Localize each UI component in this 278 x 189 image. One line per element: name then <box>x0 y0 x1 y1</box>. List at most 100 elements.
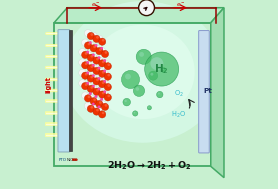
Circle shape <box>101 103 109 110</box>
Circle shape <box>104 73 111 80</box>
Circle shape <box>81 82 89 90</box>
Text: NiO: NiO <box>66 158 74 162</box>
Circle shape <box>86 82 89 84</box>
Polygon shape <box>44 0 234 189</box>
Circle shape <box>107 84 110 87</box>
Circle shape <box>139 0 155 16</box>
Circle shape <box>96 57 103 64</box>
Text: Pt: Pt <box>203 88 212 94</box>
Circle shape <box>101 91 109 98</box>
Circle shape <box>107 63 110 66</box>
Circle shape <box>104 83 111 91</box>
Ellipse shape <box>91 25 195 119</box>
Circle shape <box>86 71 89 74</box>
Circle shape <box>98 77 100 80</box>
Circle shape <box>102 81 105 84</box>
Circle shape <box>133 111 138 116</box>
Circle shape <box>93 88 100 95</box>
Circle shape <box>99 48 106 55</box>
Circle shape <box>85 82 91 90</box>
Circle shape <box>107 94 110 97</box>
Circle shape <box>79 80 86 87</box>
Ellipse shape <box>63 1 223 143</box>
Circle shape <box>75 159 78 161</box>
Circle shape <box>99 48 102 51</box>
Circle shape <box>102 71 105 74</box>
Circle shape <box>92 54 95 56</box>
Circle shape <box>96 89 99 92</box>
Circle shape <box>87 75 95 82</box>
Circle shape <box>125 74 131 79</box>
Circle shape <box>90 85 97 92</box>
Text: e$^-$: e$^-$ <box>176 1 185 9</box>
Circle shape <box>105 104 107 107</box>
Circle shape <box>90 76 93 78</box>
Circle shape <box>149 71 158 80</box>
Circle shape <box>87 54 95 61</box>
Circle shape <box>85 102 91 109</box>
Circle shape <box>96 88 103 95</box>
Circle shape <box>87 42 95 49</box>
Circle shape <box>93 108 100 115</box>
Circle shape <box>103 80 106 83</box>
Circle shape <box>90 75 97 82</box>
Circle shape <box>104 63 111 70</box>
Circle shape <box>92 74 95 77</box>
Circle shape <box>81 92 89 99</box>
Circle shape <box>86 61 89 64</box>
Circle shape <box>79 59 86 66</box>
Circle shape <box>99 81 106 88</box>
Circle shape <box>85 62 88 65</box>
Circle shape <box>102 39 105 42</box>
Circle shape <box>98 57 100 59</box>
Circle shape <box>96 109 99 112</box>
Circle shape <box>72 159 75 161</box>
Circle shape <box>85 83 88 86</box>
Circle shape <box>81 72 89 79</box>
Circle shape <box>85 51 91 59</box>
Circle shape <box>93 57 100 64</box>
Circle shape <box>158 93 160 94</box>
Circle shape <box>92 85 95 87</box>
Circle shape <box>81 62 89 69</box>
Circle shape <box>79 69 86 76</box>
Circle shape <box>85 73 88 76</box>
Circle shape <box>136 87 139 91</box>
Text: H$_2$O: H$_2$O <box>171 109 186 119</box>
Circle shape <box>89 92 91 95</box>
Circle shape <box>81 39 89 46</box>
Text: $\mathbf{2H_2O \rightarrow 2H_2 + O_2}$: $\mathbf{2H_2O \rightarrow 2H_2 + O_2}$ <box>107 159 192 172</box>
Circle shape <box>87 85 95 92</box>
Circle shape <box>93 45 100 52</box>
Circle shape <box>100 98 103 101</box>
Circle shape <box>96 35 103 43</box>
Circle shape <box>107 74 110 77</box>
Circle shape <box>162 68 164 70</box>
Circle shape <box>79 49 86 56</box>
Circle shape <box>150 73 153 76</box>
Circle shape <box>161 67 166 72</box>
Circle shape <box>98 88 100 90</box>
Circle shape <box>98 67 100 69</box>
Circle shape <box>85 72 91 79</box>
Circle shape <box>148 106 150 108</box>
Circle shape <box>101 60 109 67</box>
Circle shape <box>93 98 100 105</box>
Text: FTO: FTO <box>59 158 67 162</box>
Circle shape <box>96 67 103 74</box>
Text: light: light <box>46 76 52 93</box>
Circle shape <box>88 95 90 98</box>
Circle shape <box>96 68 99 71</box>
Circle shape <box>102 92 105 94</box>
Circle shape <box>123 98 130 106</box>
Polygon shape <box>54 8 224 23</box>
Circle shape <box>99 60 106 67</box>
Circle shape <box>99 91 106 98</box>
Circle shape <box>87 33 95 40</box>
Circle shape <box>93 98 96 101</box>
Circle shape <box>134 112 135 113</box>
FancyBboxPatch shape <box>58 30 70 152</box>
Circle shape <box>90 33 93 36</box>
Text: H$_2$: H$_2$ <box>154 62 169 76</box>
FancyBboxPatch shape <box>199 31 209 153</box>
